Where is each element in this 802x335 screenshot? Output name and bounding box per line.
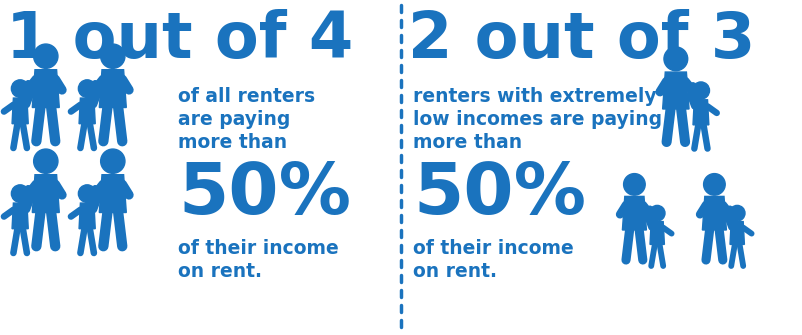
Polygon shape (79, 203, 95, 229)
Circle shape (650, 205, 665, 221)
Circle shape (79, 185, 96, 202)
Text: of all renters: of all renters (178, 87, 315, 106)
Circle shape (729, 205, 745, 221)
Circle shape (11, 80, 29, 97)
Circle shape (624, 174, 645, 195)
Circle shape (703, 174, 725, 195)
Text: on rent.: on rent. (413, 262, 497, 281)
Text: are paying: are paying (178, 110, 290, 129)
Text: more than: more than (413, 133, 522, 152)
Circle shape (11, 185, 29, 202)
Polygon shape (703, 196, 727, 230)
Text: renters with extremely: renters with extremely (413, 87, 657, 106)
Polygon shape (12, 98, 28, 124)
Polygon shape (32, 70, 59, 108)
Text: of their income: of their income (178, 239, 338, 258)
Text: more than: more than (178, 133, 287, 152)
Polygon shape (32, 175, 59, 212)
Polygon shape (650, 221, 664, 245)
Circle shape (34, 149, 58, 173)
Circle shape (100, 149, 125, 173)
Polygon shape (622, 196, 646, 230)
Polygon shape (99, 70, 126, 108)
Text: of their income: of their income (413, 239, 573, 258)
Polygon shape (79, 98, 95, 124)
Text: 1 out of 4: 1 out of 4 (6, 9, 353, 71)
Circle shape (692, 82, 710, 99)
Polygon shape (662, 72, 689, 109)
Text: 2 out of 3: 2 out of 3 (408, 9, 755, 71)
Text: 50%: 50% (178, 160, 351, 229)
Polygon shape (730, 221, 744, 245)
Circle shape (34, 44, 58, 68)
Polygon shape (12, 203, 28, 229)
Text: on rent.: on rent. (178, 262, 262, 281)
Circle shape (664, 47, 688, 71)
Polygon shape (693, 100, 709, 125)
Polygon shape (99, 175, 126, 212)
Text: low incomes are paying: low incomes are paying (413, 110, 662, 129)
Circle shape (79, 80, 96, 97)
Circle shape (100, 44, 125, 68)
Text: 50%: 50% (413, 160, 586, 229)
